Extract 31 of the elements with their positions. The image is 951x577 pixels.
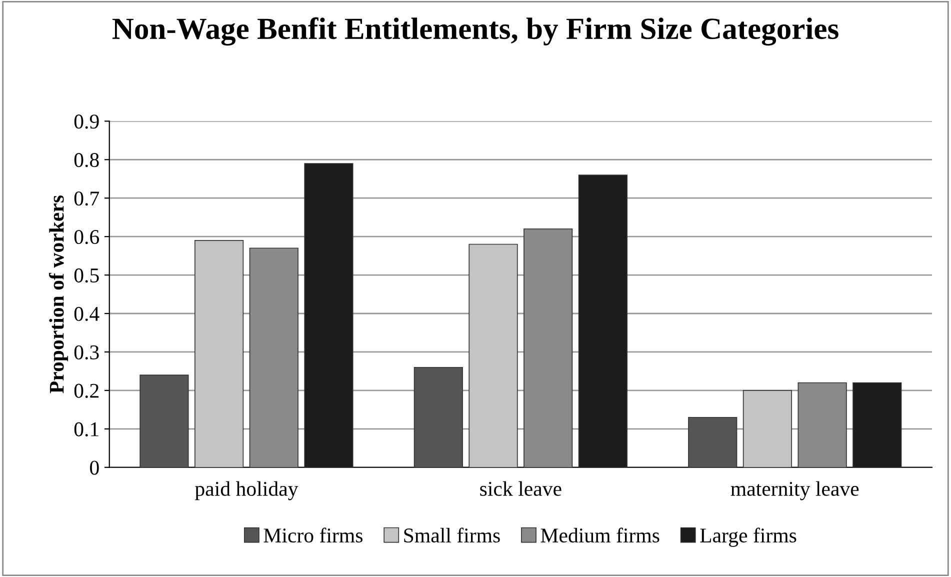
x-tick-label: maternity leave [730, 481, 859, 500]
y-tick-label: 0.5 [74, 268, 99, 283]
chart-title: Non-Wage Benfit Entitlements, by Firm Size Categories [112, 17, 838, 46]
legend-label: Micro firms [264, 528, 362, 543]
bar [140, 374, 189, 468]
y-axis-title: Proportion of workers [48, 195, 68, 394]
bar [194, 240, 244, 468]
bar [249, 248, 298, 468]
bar [468, 244, 518, 468]
legend-label: Medium firms [540, 528, 660, 543]
bar [742, 390, 792, 468]
y-tick-label: 0.8 [74, 153, 99, 168]
bar [852, 382, 902, 468]
bar [304, 163, 354, 468]
x-tick-label: paid holiday [195, 481, 298, 500]
x-tick-label: sick leave [480, 481, 562, 496]
legend-label: Small firms [404, 528, 500, 543]
bar [798, 382, 847, 468]
bar [414, 366, 463, 468]
y-tick-label: 0.4 [74, 306, 100, 322]
y-tick-label: 0.1 [74, 422, 98, 436]
y-tick-label: 0.3 [74, 345, 99, 360]
bar [524, 228, 573, 468]
y-tick-label: 0.6 [74, 230, 100, 244]
y-tick-label: 0.7 [74, 191, 100, 206]
y-tick-label: 0 [90, 460, 99, 475]
y-tick-label: 0.9 [74, 114, 99, 129]
bar [688, 416, 738, 468]
y-tick-label: 0.2 [74, 384, 98, 398]
legend-label: Large firms [700, 528, 796, 547]
bar [578, 174, 628, 468]
